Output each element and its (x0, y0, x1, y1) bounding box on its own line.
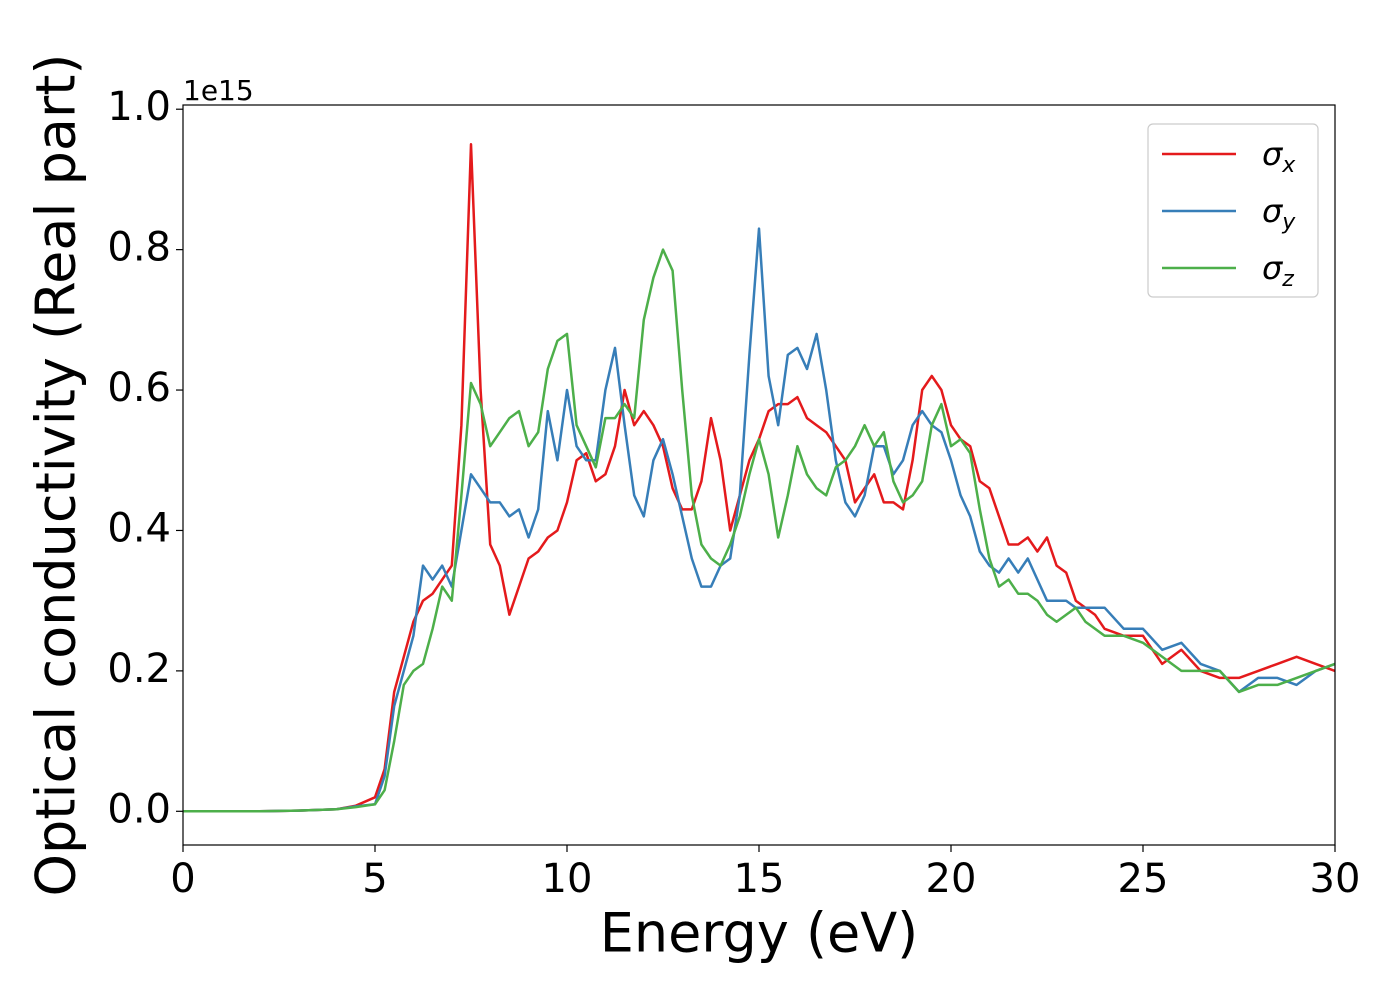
x-tick-label: 20 (926, 856, 977, 902)
x-tick-label: 25 (1118, 856, 1169, 902)
y-tick-label: 0.4 (107, 505, 171, 551)
legend-label: σz (1262, 249, 1294, 292)
x-tick-label: 5 (362, 856, 387, 902)
y-offset-label: 1e15 (183, 74, 254, 107)
y-tick-label: 0.8 (107, 225, 171, 271)
x-tick-label: 30 (1310, 856, 1361, 902)
line-series (183, 248, 1335, 813)
x-axis-label: Energy (eV) (600, 902, 919, 965)
y-tick-label: 0.2 (107, 646, 171, 692)
y-tick-label: 1.0 (107, 84, 171, 130)
legend-label: σx (1262, 135, 1296, 178)
x-tick-label: 15 (734, 856, 785, 902)
y-axis-label: Optical conductivity (Real part) (25, 54, 88, 897)
x-tick-label: 0 (170, 856, 195, 902)
legend-label: σy (1262, 192, 1296, 235)
line-series (183, 143, 1335, 813)
y-tick-label: 0.0 (107, 786, 171, 832)
x-tick-label: 10 (542, 856, 593, 902)
plot-frame (182, 104, 1336, 846)
line-series (183, 227, 1335, 813)
y-tick-label: 0.6 (107, 365, 171, 411)
